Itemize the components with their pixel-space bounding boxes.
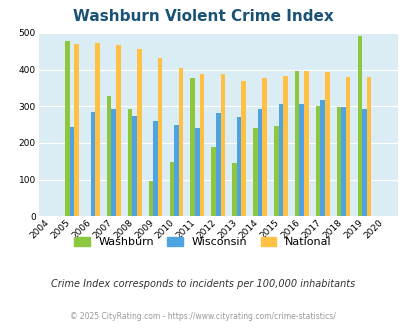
Bar <box>132 116 136 216</box>
Bar <box>70 127 74 216</box>
Bar <box>283 76 287 216</box>
Bar <box>299 104 303 216</box>
Bar <box>174 124 178 216</box>
Bar <box>65 42 70 216</box>
Bar <box>320 100 324 216</box>
Bar <box>336 107 341 216</box>
Text: Crime Index corresponds to incidents per 100,000 inhabitants: Crime Index corresponds to incidents per… <box>51 279 354 289</box>
Bar <box>252 128 257 216</box>
Bar <box>74 44 79 216</box>
Bar <box>178 68 183 216</box>
Bar <box>236 117 241 216</box>
Bar <box>111 109 116 216</box>
Bar <box>148 181 153 216</box>
Bar <box>345 77 350 216</box>
Bar <box>90 112 95 216</box>
Bar <box>153 121 158 216</box>
Bar <box>190 79 194 216</box>
Text: Washburn Violent Crime Index: Washburn Violent Crime Index <box>72 9 333 24</box>
Bar <box>116 45 120 216</box>
Bar <box>169 162 174 216</box>
Bar <box>303 71 308 216</box>
Bar <box>215 113 220 216</box>
Bar <box>107 96 111 216</box>
Bar <box>194 128 199 216</box>
Bar <box>211 147 215 216</box>
Bar <box>324 72 329 216</box>
Bar <box>136 50 141 216</box>
Bar <box>278 104 283 216</box>
Bar <box>199 74 204 216</box>
Bar <box>232 163 236 216</box>
Bar <box>341 107 345 216</box>
Bar <box>95 43 100 216</box>
Legend: Washburn, Wisconsin, National: Washburn, Wisconsin, National <box>69 233 336 252</box>
Bar <box>273 126 278 216</box>
Bar <box>361 109 366 216</box>
Bar <box>220 74 224 216</box>
Bar <box>294 72 299 216</box>
Bar <box>158 58 162 216</box>
Text: © 2025 CityRating.com - https://www.cityrating.com/crime-statistics/: © 2025 CityRating.com - https://www.city… <box>70 312 335 321</box>
Bar <box>366 77 371 216</box>
Bar <box>241 82 245 216</box>
Bar <box>128 109 132 216</box>
Bar <box>357 36 361 216</box>
Bar <box>315 106 320 216</box>
Bar <box>257 109 262 216</box>
Bar <box>262 79 266 216</box>
